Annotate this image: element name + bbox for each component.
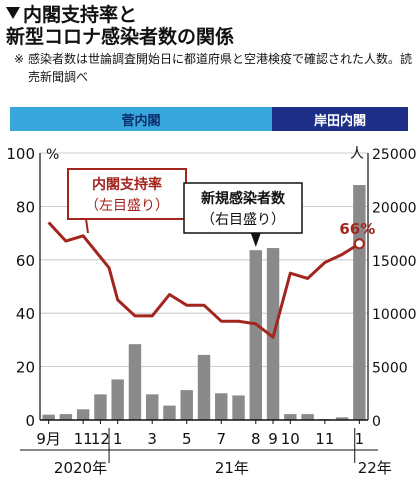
cases-label-box xyxy=(183,182,303,234)
case-bar xyxy=(111,379,124,420)
approval-label-box xyxy=(67,168,187,220)
x-month-label: 11 xyxy=(74,430,93,448)
case-bar xyxy=(249,250,263,420)
case-bar xyxy=(145,394,159,420)
source-note: 感染者数は世論調査開始日に都道府県と空港検疫で確認された人数。読売新聞調べ xyxy=(28,52,413,84)
right-tick-label: 5000 xyxy=(372,361,408,377)
case-bar xyxy=(59,414,73,420)
x-month-label: 5 xyxy=(182,430,192,448)
annotations-group: 66% 内閣支持率 （左目盛り） 新規感染者数 （右目盛り） xyxy=(67,168,375,247)
left-tick-label: 20 xyxy=(16,359,35,377)
title-line-1: 内閣支持率と xyxy=(23,4,138,26)
cases-callout-pointer xyxy=(250,233,261,247)
x-month-label: 9月 xyxy=(36,430,61,448)
approval-last-value-label: 66% xyxy=(339,220,375,238)
left-tick-label: 80 xyxy=(16,198,35,216)
right-tick-label: 15000 xyxy=(372,254,417,270)
suga-cabinet-band: 菅内閣 xyxy=(10,107,272,131)
approval-line-group xyxy=(47,221,365,339)
cases-label: 新規感染者数 xyxy=(201,190,286,207)
headline: 内閣支持率と 新型コロナ感染者数の関係 xyxy=(6,4,416,48)
right-tick-label: 10000 xyxy=(372,307,417,323)
right-tick-label: 25000 xyxy=(372,147,417,163)
x-month-label: 10 xyxy=(281,430,300,448)
left-tick-label: 100 xyxy=(6,145,35,163)
x-month-label: 1 xyxy=(113,430,123,448)
x-month-label: 12 xyxy=(91,430,110,448)
x-month-label: 3 xyxy=(147,430,157,448)
cabinet-band: 菅内閣 岸田内閣 xyxy=(10,107,408,131)
right-unit-label: 人 xyxy=(350,146,364,162)
left-tick-label: 40 xyxy=(16,305,35,323)
x-month-label: 7 xyxy=(216,430,226,448)
approval-sub-label: （左目盛り） xyxy=(85,198,169,214)
left-tick-label: 0 xyxy=(25,412,35,430)
case-bar xyxy=(197,354,211,420)
left-unit-label: % xyxy=(46,147,59,163)
case-bar xyxy=(42,414,55,420)
x-month-label: 8 xyxy=(251,430,261,448)
right-tick-label: 0 xyxy=(372,414,381,430)
right-tick-label: 20000 xyxy=(372,200,417,216)
case-bar xyxy=(94,394,107,420)
case-bar xyxy=(232,395,245,420)
approval-callout-pointer xyxy=(74,218,89,234)
axes-group: 0 20 40 60 80 100 % 0 5000 10000 15000 20000 25000 人 9… xyxy=(6,145,416,477)
approval-line xyxy=(47,221,361,339)
kishida-cabinet-band: 岸田内閣 xyxy=(272,107,408,131)
case-bar xyxy=(301,414,314,420)
note-marker: ※ xyxy=(14,52,25,66)
year-label: 2020年 xyxy=(54,459,107,477)
case-bar xyxy=(180,390,193,420)
triangle-marker-icon xyxy=(6,7,20,19)
cases-sub-label: （右目盛り） xyxy=(201,212,285,228)
x-month-label: 1 xyxy=(355,430,365,448)
approval-label: 内閣支持率 xyxy=(92,176,162,193)
year-label: 22年 xyxy=(358,459,392,477)
title-line-2: 新型コロナ感染者数の関係 xyxy=(6,26,235,48)
x-month-label: 9 xyxy=(268,430,278,448)
case-bar xyxy=(128,344,142,420)
approval-vs-cases-chart: 0 20 40 60 80 100 % 0 5000 10000 15000 20000 25000 人 9… xyxy=(6,145,416,477)
left-tick-label: 60 xyxy=(16,252,35,270)
x-month-label: 11 xyxy=(315,430,334,448)
year-label: 21年 xyxy=(215,459,249,477)
case-bar xyxy=(163,405,176,420)
case-bar xyxy=(284,414,297,420)
case-bar xyxy=(76,409,90,420)
case-bar xyxy=(335,417,349,420)
case-bar xyxy=(215,393,228,420)
approval-last-point xyxy=(353,238,365,250)
